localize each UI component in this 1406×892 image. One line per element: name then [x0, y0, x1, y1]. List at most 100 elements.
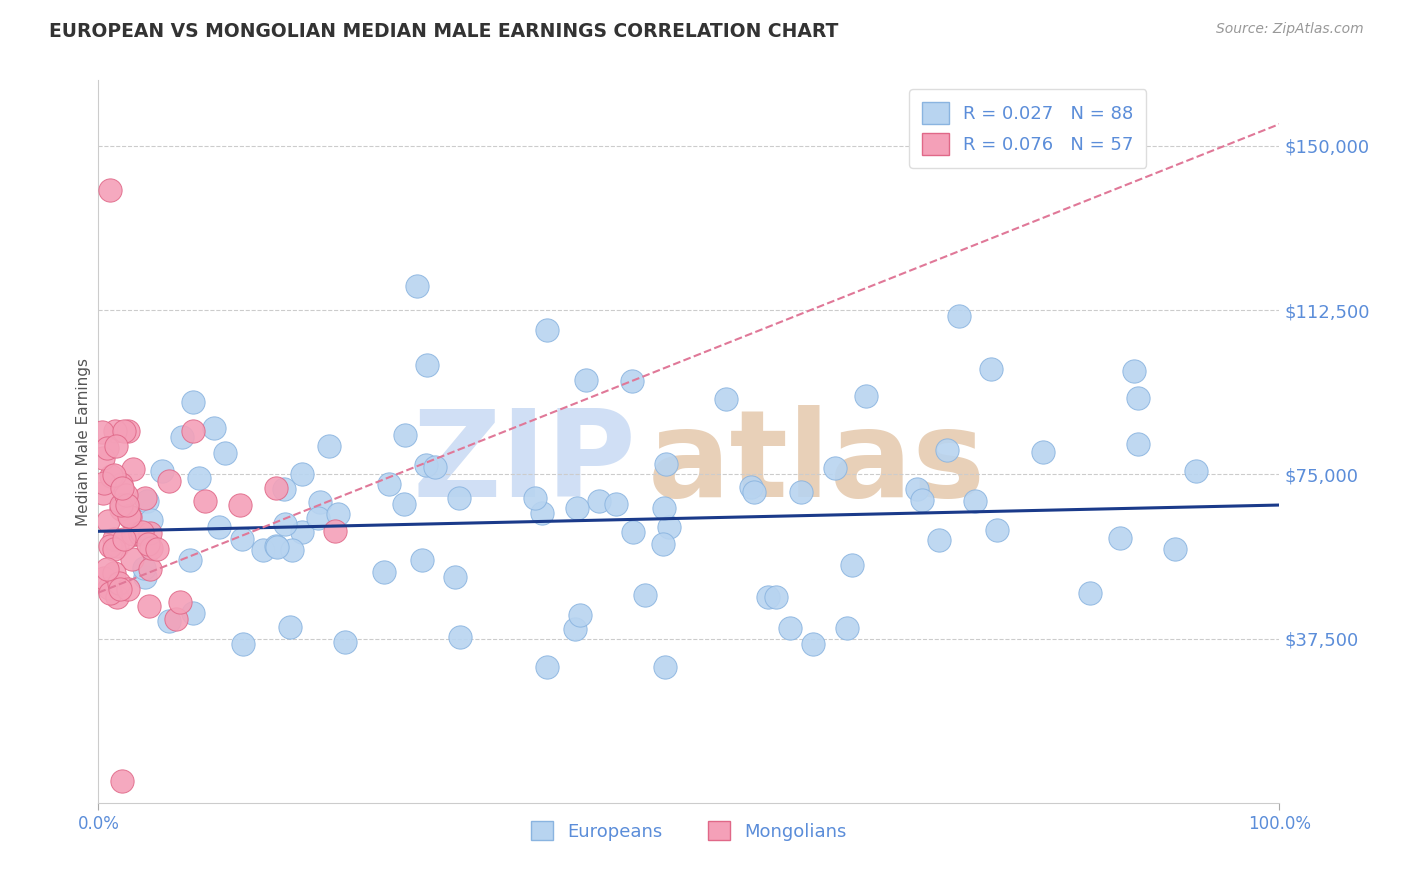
Point [654, 660, 676, 674]
Point [131, 524, 153, 539]
Point [110, 582, 132, 596]
Point [1126, 391, 1149, 405]
Point [112, 424, 135, 438]
Point [97, 581, 120, 595]
Point [98, 539, 121, 553]
Point [208, 519, 231, 533]
Point [714, 392, 737, 407]
Point [118, 509, 141, 524]
Point [803, 637, 825, 651]
Point [96, 562, 118, 576]
Point [105, 539, 128, 553]
Point [146, 541, 169, 556]
Point [281, 542, 304, 557]
Point [139, 541, 162, 556]
Point [588, 494, 610, 508]
Point [655, 457, 678, 471]
Point [107, 590, 129, 604]
Point [107, 575, 129, 590]
Point [103, 541, 125, 556]
Point [132, 561, 155, 575]
Point [150, 464, 173, 478]
Point [280, 620, 302, 634]
Point [605, 497, 627, 511]
Legend: Europeans, Mongolians: Europeans, Mongolians [524, 814, 853, 848]
Point [121, 552, 143, 566]
Point [134, 491, 156, 506]
Point [291, 525, 314, 540]
Point [93, 571, 115, 585]
Point [530, 507, 553, 521]
Point [1032, 445, 1054, 459]
Point [307, 511, 329, 525]
Point [1185, 465, 1208, 479]
Point [103, 566, 125, 580]
Point [986, 523, 1008, 537]
Point [97, 514, 120, 528]
Point [157, 474, 180, 488]
Point [564, 623, 586, 637]
Text: atlas: atlas [648, 405, 986, 522]
Point [394, 428, 416, 442]
Point [117, 424, 139, 438]
Point [928, 533, 950, 547]
Point [790, 484, 813, 499]
Point [621, 375, 644, 389]
Point [103, 468, 125, 483]
Point [110, 498, 132, 512]
Point [231, 532, 253, 546]
Point [1122, 364, 1144, 378]
Point [524, 491, 547, 505]
Point [188, 471, 211, 485]
Point [291, 467, 314, 482]
Point [449, 630, 471, 644]
Point [309, 495, 332, 509]
Point [569, 608, 592, 623]
Point [111, 481, 134, 495]
Point [129, 527, 152, 541]
Point [252, 543, 274, 558]
Point [120, 509, 142, 524]
Y-axis label: Median Male Earnings: Median Male Earnings [76, 358, 91, 525]
Point [194, 493, 217, 508]
Point [536, 323, 558, 337]
Point [392, 497, 415, 511]
Point [740, 480, 762, 494]
Point [623, 525, 645, 540]
Point [948, 309, 970, 323]
Text: Source: ZipAtlas.com: Source: ZipAtlas.com [1216, 22, 1364, 37]
Point [165, 612, 187, 626]
Point [115, 498, 138, 512]
Point [1164, 542, 1187, 557]
Point [202, 420, 225, 434]
Point [779, 621, 801, 635]
Point [447, 491, 470, 505]
Point [1080, 585, 1102, 599]
Point [139, 525, 162, 540]
Point [138, 536, 160, 550]
Point [104, 424, 127, 438]
Point [91, 486, 114, 500]
Point [117, 582, 139, 597]
Point [855, 388, 877, 402]
Point [935, 442, 957, 457]
Point [373, 565, 395, 579]
Point [110, 477, 132, 491]
Point [100, 469, 122, 483]
Point [318, 439, 340, 453]
Point [264, 481, 287, 495]
Point [980, 361, 1002, 376]
Point [93, 450, 115, 465]
Point [273, 482, 295, 496]
Point [141, 513, 163, 527]
Point [136, 494, 159, 508]
Point [328, 507, 350, 521]
Point [121, 527, 143, 541]
Point [274, 517, 297, 532]
Point [335, 634, 357, 648]
Text: EUROPEAN VS MONGOLIAN MEDIAN MALE EARNINGS CORRELATION CHART: EUROPEAN VS MONGOLIAN MEDIAN MALE EARNIN… [49, 22, 838, 41]
Point [841, 558, 863, 572]
Text: ZIP: ZIP [412, 405, 636, 522]
Point [214, 446, 236, 460]
Point [905, 482, 928, 496]
